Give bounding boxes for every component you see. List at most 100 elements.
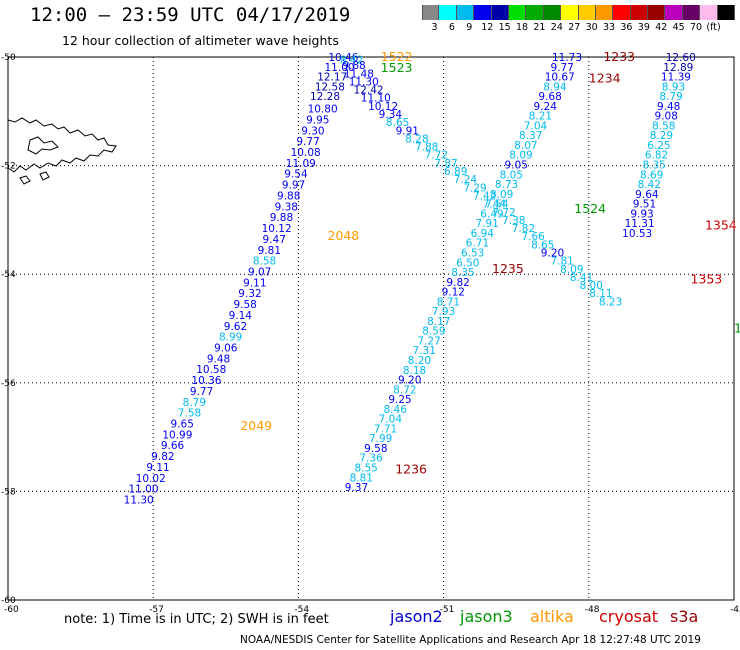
colorbar-label: 21 [533,22,546,33]
swh-value: 11.09 [286,158,316,170]
swh-value: 8.79 [183,397,206,409]
swh-value: 7.29 [463,182,486,194]
swh-value: 9.11 [243,277,266,289]
swh-value: 10.46 [328,52,358,64]
swh-value: 11.48 [344,68,374,80]
colorbar-swatch [665,5,683,20]
swh-colorbar [422,5,736,20]
swh-value: 10.80 [308,104,338,116]
swh-value: 12.17 [317,72,347,84]
swh-value: 9.14 [229,310,253,322]
legend-altika: altika [530,607,574,626]
track-time-label: 1233 [603,49,635,64]
swh-value: 11.73 [552,52,582,64]
swh-value: 8.65 [531,239,554,251]
swh-value: 8.29 [650,130,673,142]
colorbar-label: 12 [481,22,494,33]
swh-value: 9.82 [446,277,469,289]
swh-value: 10.12 [262,223,292,235]
swh-value: 8.42 [340,55,363,67]
swh-value: 9.25 [388,394,411,406]
swh-value: 7.87 [434,158,457,170]
legend-jason2: jason2 [390,607,443,626]
swh-value: 7.42 [473,190,496,202]
map-frame [7,56,735,601]
swh-value: 8.46 [384,404,408,416]
lon-tick-label: -48 [585,605,600,615]
swh-value: 9.38 [275,201,298,213]
swh-value: 7.88 [415,142,438,154]
swh-value: 8.94 [543,81,567,93]
swh-value: 8.71 [437,296,460,308]
lat-tick-label: -52 [1,162,16,172]
swh-value: 6.82 [645,150,668,162]
colorbar-swatch [613,5,631,20]
swh-value: 9.65 [171,419,194,431]
swh-value: 7.44 [483,199,507,211]
swh-value: 9.58 [364,443,387,455]
small-island-1 [19,175,31,185]
west-falkland-coast [7,117,117,173]
swh-value: 7.81 [550,256,573,268]
swh-value: 7.71 [374,423,397,435]
swh-value: 7.04 [524,120,548,132]
swh-value: 11.30 [349,76,379,88]
swh-value: 8.09 [560,264,583,276]
legend-s3a: s3a [670,607,699,626]
swh-value: 7.36 [359,453,383,465]
swh-value: 12.60 [666,52,696,64]
swh-value: 9.08 [655,111,678,123]
swh-value: 9.95 [306,114,329,126]
page-title: 12:00 – 23:59 UTC 04/17/2019 [30,4,351,26]
legend-cryosat: cryosat [599,607,659,626]
swh-value: 8.65 [386,117,409,129]
colorbar-label: (ft) [706,22,721,33]
colorbar-swatch [630,5,649,20]
swh-value: 9.77 [296,136,319,148]
colorbar-label: 15 [498,22,511,33]
swh-value: 6.71 [466,238,489,250]
swh-value: 9.66 [161,440,185,452]
swh-value: 10.36 [191,375,221,387]
colorbar-label: 24 [550,22,563,33]
swh-value: 6.89 [444,166,467,178]
colorbar-label: 3 [431,22,438,33]
swh-value: 12.58 [315,81,345,93]
swh-value: 9.07 [248,266,271,278]
swh-value: 8.09 [509,150,532,162]
swh-value: 9.24 [534,101,558,113]
swh-value: 9.88 [270,212,293,224]
swh-value: 9.20 [541,247,564,259]
lat-tick-label: -60 [1,596,16,606]
swh-value: 9.88 [277,190,300,202]
swh-value: 9.58 [233,299,256,311]
colorbar-swatch [700,5,718,20]
lon-tick-label: -51 [440,605,455,615]
swh-value: 9.77 [190,386,213,398]
footer-note: note: 1) Time is in UTC; 2) SWH is in fe… [64,612,329,627]
colorbar-swatch [508,5,527,20]
swh-value: 9.97 [282,180,305,192]
track-time-label: 1234 [589,71,621,86]
swh-value: 8.41 [570,272,593,284]
colorbar-label: 45 [672,22,685,33]
colorbar-swatch [474,5,492,20]
track-time-label: 2049 [240,418,272,433]
swh-value: 8.58 [253,256,276,268]
swh-value: 8.81 [350,472,373,484]
lat-tick-label: -58 [1,487,16,497]
swh-value: 9.81 [258,245,281,257]
swh-value: 7.72 [492,207,515,219]
swh-value: 9.05 [505,160,528,172]
swh-value: 6.25 [647,140,670,152]
swh-value: 9.11 [146,462,169,474]
swh-value: 11.39 [661,72,691,84]
small-island-2 [39,171,50,181]
swh-value: 12.28 [310,91,340,103]
colorbar-swatch [491,5,509,20]
swh-value: 6.49 [480,208,503,220]
legend-jason3: jason3 [460,607,513,626]
colorbar-swatch [578,5,596,20]
swh-value: 12.89 [663,62,693,74]
